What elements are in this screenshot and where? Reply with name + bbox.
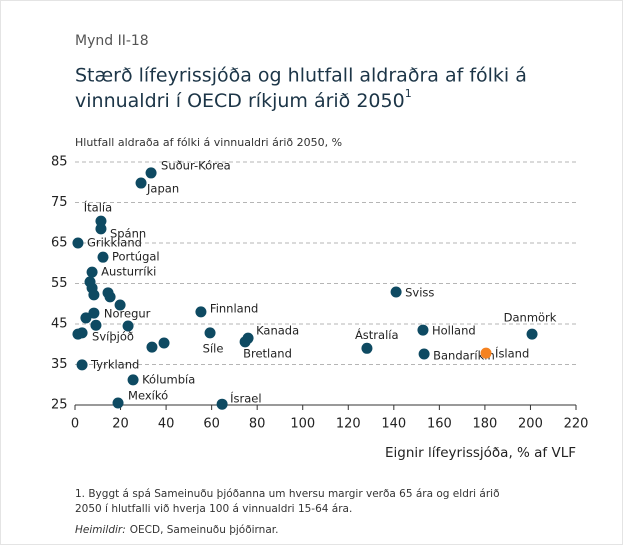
y-tick-label: 85: [51, 155, 68, 170]
point: [480, 347, 492, 359]
point: [239, 336, 251, 348]
point: [216, 398, 228, 410]
title-line: vinnualdri í OECD ríkjum árið 2050: [75, 90, 405, 112]
point: [114, 299, 126, 311]
point: [72, 328, 84, 340]
x-axis-label: Eignir lífeyrissjóða, % af VLF: [385, 445, 576, 461]
point: [158, 337, 170, 349]
point: [97, 251, 109, 263]
point-label: Svíþjóð: [92, 329, 134, 343]
point-label: Kanada: [256, 324, 299, 338]
point-label: Sviss: [405, 286, 434, 300]
point-label: Kólumbía: [142, 372, 195, 386]
point: [88, 307, 100, 319]
y-tick-label: 75: [51, 195, 68, 210]
point-label: Ísrael: [230, 391, 261, 406]
point: [88, 289, 100, 301]
point: [72, 237, 84, 249]
point: [80, 312, 92, 324]
x-tick-label: 160: [427, 417, 452, 432]
point-label: Ísland: [495, 346, 529, 361]
point: [361, 342, 373, 354]
point: [390, 286, 402, 298]
point-label: Finnland: [210, 301, 258, 315]
point: [95, 223, 107, 235]
point: [418, 348, 430, 360]
x-tick-label: 120: [336, 417, 361, 432]
x-tick-label: 220: [564, 417, 589, 432]
point: [104, 291, 116, 303]
point-label: Grikkland: [87, 236, 142, 250]
point-label: Suður-Kórea: [161, 158, 231, 172]
point: [86, 266, 98, 278]
point: [135, 177, 147, 189]
x-tick-label: 20: [112, 417, 129, 432]
point: [90, 319, 102, 331]
point: [127, 374, 139, 386]
x-tick-label: 100: [290, 417, 315, 432]
point-label: Tyrkland: [90, 357, 139, 371]
x-tick-label: 200: [518, 417, 543, 432]
y-tick-label: 25: [51, 398, 68, 413]
point-label: Danmörk: [504, 311, 557, 325]
point-label: Ítalía: [84, 200, 112, 215]
y-tick-label: 55: [51, 276, 68, 291]
point-label: Portúgal: [112, 250, 160, 264]
y-tick-label: 65: [51, 236, 68, 251]
point-label: Bretland: [243, 346, 292, 360]
point: [195, 306, 207, 318]
x-tick-label: 80: [249, 417, 266, 432]
point-label: Síle: [203, 341, 224, 355]
chart-title: vinnualdri í OECD ríkjum árið 20501: [75, 87, 412, 112]
point-label: Holland: [432, 324, 476, 338]
y-tick-label: 45: [51, 317, 68, 332]
footnote: 2050 í hlutfalli við hverja 100 á vinnua…: [75, 503, 352, 515]
point: [95, 215, 107, 227]
point: [526, 328, 538, 340]
point: [204, 327, 216, 339]
point: [417, 324, 429, 336]
source: Heimildir: OECD, Sameinuðu þjóðirnar.: [75, 524, 278, 536]
point: [145, 167, 157, 179]
x-tick-label: 180: [472, 417, 497, 432]
x-tick-label: 140: [381, 417, 406, 432]
point: [76, 359, 88, 371]
source-text: OECD, Sameinuðu þjóðirnar.: [130, 524, 279, 536]
x-tick-label: 0: [71, 417, 79, 432]
source-label: Heimildir:: [75, 524, 126, 536]
point: [122, 320, 134, 332]
point-label: Ástralía: [355, 327, 399, 342]
point-label: Mexíkó: [128, 388, 168, 402]
point-label: Japan: [146, 182, 179, 196]
y-axis-label: Hlutfall aldraða af fólki á vinnualdri á…: [75, 136, 342, 149]
chart-title: Stærð lífeyrissjóða og hlutfall aldraðra…: [75, 65, 527, 87]
point-label: Bandaríkin: [433, 348, 495, 362]
point-label: Noregur: [104, 307, 151, 321]
point-label: Austurríki: [101, 265, 156, 279]
point: [112, 397, 124, 409]
x-tick-label: 40: [158, 417, 175, 432]
y-tick-label: 35: [51, 357, 68, 372]
x-tick-label: 60: [203, 417, 220, 432]
footnote: 1. Byggt á spá Sameinuðu þjóðanna um hve…: [75, 488, 500, 500]
figure-label: Mynd II-18: [75, 33, 149, 49]
point: [146, 341, 158, 353]
point-label: Spánn: [110, 226, 146, 240]
title-superscript: 1: [405, 87, 412, 100]
